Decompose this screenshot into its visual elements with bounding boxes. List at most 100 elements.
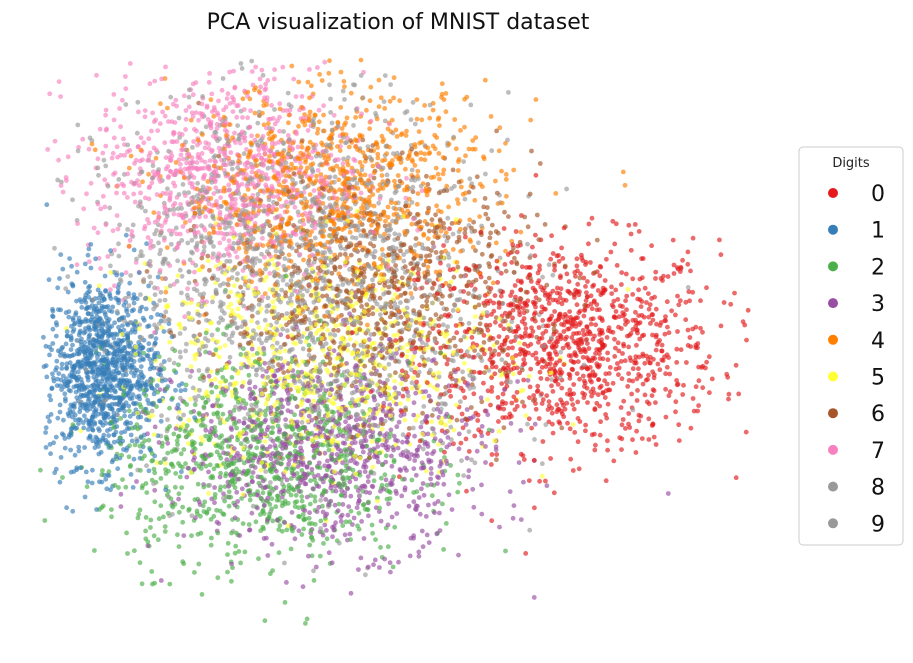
point-digit-3 <box>342 532 348 538</box>
point-digit-8 <box>137 253 143 259</box>
point-digit-0 <box>444 361 450 367</box>
point-digit-4 <box>414 97 420 102</box>
point-digit-2 <box>155 537 161 543</box>
point-digit-8 <box>221 252 227 258</box>
point-digit-7 <box>58 94 63 99</box>
point-digit-3 <box>360 449 366 455</box>
point-digit-1 <box>82 494 88 500</box>
point-digit-8 <box>328 332 333 337</box>
point-digit-0 <box>537 478 542 484</box>
point-digit-5 <box>228 289 233 295</box>
point-digit-6 <box>197 332 203 338</box>
point-digit-8 <box>409 367 414 373</box>
point-digit-4 <box>367 194 372 200</box>
point-digit-0 <box>592 447 598 453</box>
point-digit-0 <box>673 409 678 415</box>
point-digit-6 <box>420 410 425 416</box>
point-digit-2 <box>126 454 132 460</box>
point-digit-0 <box>616 365 622 371</box>
point-digit-8 <box>241 303 247 309</box>
point-digit-4 <box>446 204 451 210</box>
point-digit-9 <box>96 172 101 178</box>
point-digit-9 <box>177 267 183 273</box>
point-digit-9 <box>352 82 358 88</box>
point-digit-1 <box>85 377 91 383</box>
point-digit-0 <box>613 221 619 227</box>
point-digit-7 <box>252 184 258 190</box>
point-digit-4 <box>319 78 325 83</box>
point-digit-2 <box>149 451 155 456</box>
point-digit-4 <box>308 83 314 89</box>
point-digit-3 <box>435 499 441 504</box>
point-digit-5 <box>379 426 385 432</box>
point-digit-3 <box>515 379 520 384</box>
point-digit-9 <box>286 102 292 108</box>
point-digit-1 <box>100 437 106 443</box>
point-digit-7 <box>112 283 117 289</box>
point-digit-2 <box>320 503 325 509</box>
point-digit-8 <box>241 334 246 340</box>
point-digit-7 <box>199 101 205 107</box>
point-digit-0 <box>586 346 592 351</box>
point-digit-2 <box>409 477 415 483</box>
point-digit-9 <box>186 190 192 196</box>
point-digit-9 <box>381 99 387 104</box>
point-digit-3 <box>232 502 238 508</box>
point-digit-9 <box>387 223 392 229</box>
point-digit-7 <box>146 136 152 142</box>
point-digit-2 <box>225 540 231 546</box>
point-digit-3 <box>221 450 227 456</box>
point-digit-9 <box>179 273 185 279</box>
point-digit-3 <box>361 464 366 470</box>
point-digit-2 <box>124 530 129 536</box>
point-digit-1 <box>113 371 118 377</box>
point-digit-1 <box>76 421 81 426</box>
point-digit-2 <box>339 468 345 474</box>
point-digit-4 <box>344 255 350 261</box>
point-digit-1 <box>47 352 52 358</box>
point-digit-1 <box>137 308 143 314</box>
point-digit-3 <box>118 504 124 509</box>
point-digit-2 <box>292 412 297 418</box>
point-digit-7 <box>45 147 51 152</box>
point-digit-4 <box>191 205 197 211</box>
point-digit-0 <box>646 437 652 442</box>
point-digit-2 <box>311 578 317 583</box>
point-digit-9 <box>166 148 172 154</box>
point-digit-7 <box>100 193 106 199</box>
point-digit-8 <box>458 316 463 322</box>
point-digit-1 <box>68 388 73 394</box>
point-digit-0 <box>612 354 618 359</box>
point-digit-3 <box>464 407 470 412</box>
point-digit-9 <box>215 138 221 144</box>
point-digit-3 <box>297 480 303 486</box>
point-digit-0 <box>580 327 586 333</box>
point-digit-8 <box>336 292 341 298</box>
point-digit-8 <box>125 227 130 232</box>
point-digit-4 <box>138 147 144 153</box>
point-digit-4 <box>326 70 332 76</box>
point-digit-4 <box>414 116 420 122</box>
point-digit-2 <box>253 519 259 525</box>
point-digit-4 <box>497 125 503 131</box>
point-digit-0 <box>646 416 652 422</box>
point-digit-7 <box>162 140 168 146</box>
point-digit-2 <box>229 578 234 584</box>
point-digit-5 <box>325 327 331 333</box>
point-digit-6 <box>483 279 488 285</box>
point-digit-4 <box>357 219 363 225</box>
point-digit-5 <box>294 385 299 391</box>
point-digit-0 <box>489 518 495 524</box>
point-digit-1 <box>65 289 71 295</box>
point-digit-6 <box>200 295 206 300</box>
point-digit-2 <box>275 423 281 429</box>
point-digit-5 <box>357 455 363 461</box>
point-digit-2 <box>383 453 389 459</box>
point-digit-3 <box>351 515 357 521</box>
point-digit-2 <box>177 427 183 433</box>
point-digit-4 <box>341 79 347 84</box>
point-digit-2 <box>292 500 298 505</box>
point-digit-0 <box>460 388 466 394</box>
point-digit-8 <box>549 377 554 382</box>
point-digit-2 <box>158 503 164 509</box>
